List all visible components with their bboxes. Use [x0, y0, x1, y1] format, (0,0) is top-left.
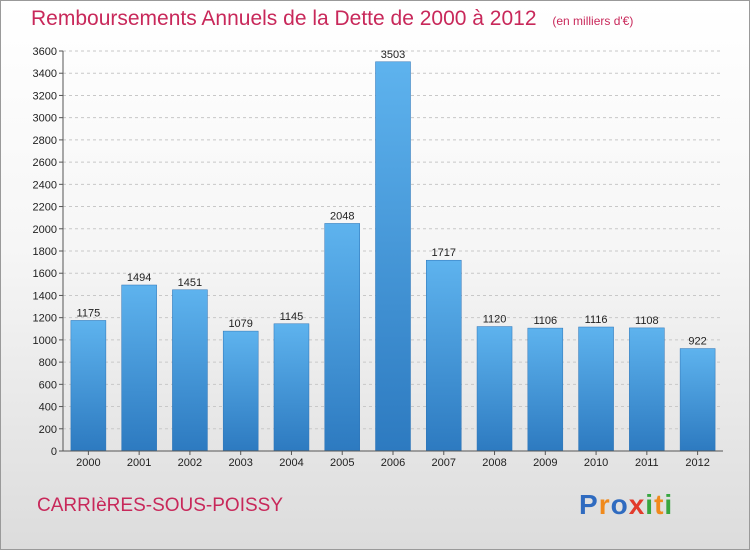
data-label-2006: 3503: [381, 49, 405, 61]
y-tick-label: 2200: [33, 202, 57, 214]
bar-2012: [679, 348, 716, 452]
y-tick-label: 3600: [33, 46, 57, 58]
x-tick-label: 2007: [432, 457, 456, 469]
bar-2000: [70, 320, 107, 452]
bar-2003: [222, 330, 259, 452]
logo-letter: x: [628, 489, 646, 520]
y-tick-label: 1600: [33, 268, 57, 280]
bar-2005: [324, 223, 360, 452]
data-label-2000: 1175: [77, 307, 101, 319]
commune-name: CARRIèRES-SOUS-POISSY: [37, 495, 283, 516]
data-label-2007: 1717: [432, 247, 456, 259]
x-tick-label: 2003: [228, 457, 252, 469]
bars: 1175 1494 1451 1079 1145 2048 3503 1717 1120 1106…: [70, 49, 716, 452]
y-tick-label: 3400: [33, 68, 57, 80]
data-label-2008: 1120: [483, 314, 507, 326]
data-label-2010: 1116: [585, 314, 608, 326]
y-tick-label: 600: [39, 379, 57, 391]
bar-2002: [172, 289, 208, 452]
y-tick-label: 2600: [33, 157, 57, 169]
logo-letter: t: [654, 489, 665, 520]
bar-2007: [426, 259, 462, 452]
bar-2008: [476, 326, 513, 452]
x-tick-label: 2012: [685, 457, 709, 469]
y-tick-label: 0: [51, 446, 57, 458]
y-tick-label: 1200: [33, 313, 57, 325]
bar-2010: [578, 326, 614, 452]
x-tick-label: 2001: [127, 457, 151, 469]
y-tick-label: 400: [39, 402, 57, 414]
data-label-2003: 1079: [228, 318, 252, 330]
x-tick-label: 2002: [178, 457, 202, 469]
y-tick-label: 200: [39, 424, 57, 436]
x-tick-label: 2005: [330, 457, 354, 469]
data-label-2009: 1106: [533, 315, 557, 327]
data-label-2001: 1494: [127, 272, 151, 284]
logo-letter: o: [610, 489, 629, 520]
y-tick-label: 1800: [33, 246, 57, 258]
logo-letter: P: [579, 489, 599, 520]
bar-2004: [273, 323, 310, 452]
data-label-2005: 2048: [330, 210, 354, 222]
y-tick-label: 2400: [33, 179, 57, 191]
axes: 0 200 400 600 800 1000 1200 1400 1600 1800 2000 220…: [33, 46, 723, 469]
x-tick-label: 2009: [533, 457, 557, 469]
logo-letter: i: [664, 489, 674, 520]
logo-letter: r: [598, 489, 611, 520]
y-tick-label: 2800: [33, 135, 57, 147]
chart-title-block: Remboursements Annuels de la Dette de 20…: [31, 7, 633, 31]
bar-2011: [629, 327, 665, 452]
y-tick-label: 1400: [33, 290, 57, 302]
proxiti-logo: Proxiti: [579, 489, 673, 521]
y-tick-label: 2000: [33, 224, 57, 236]
data-label-2004: 1145: [280, 311, 304, 323]
chart-subtitle: (en milliers d'€): [552, 14, 634, 28]
x-tick-label: 2010: [584, 457, 608, 469]
x-tick-label: 2008: [482, 457, 506, 469]
x-tick-label: 2004: [279, 457, 303, 469]
x-tick-label: 2000: [76, 457, 100, 469]
x-tick-label: 2006: [381, 457, 405, 469]
x-tick-label: 2011: [635, 457, 659, 469]
data-label-2012: 922: [688, 336, 706, 348]
data-label-2002: 1451: [178, 277, 202, 289]
data-label-2011: 1108: [635, 315, 659, 327]
bar-2006: [375, 61, 411, 452]
y-tick-label: 3000: [33, 113, 57, 125]
y-tick-label: 3200: [33, 90, 57, 102]
chart-title: Remboursements Annuels de la Dette de 20…: [31, 7, 537, 30]
y-tick-label: 800: [39, 357, 57, 369]
bar-2001: [121, 284, 157, 452]
y-tick-label: 1000: [33, 335, 57, 347]
logo-letter: i: [645, 489, 655, 520]
bar-2009: [527, 327, 564, 452]
